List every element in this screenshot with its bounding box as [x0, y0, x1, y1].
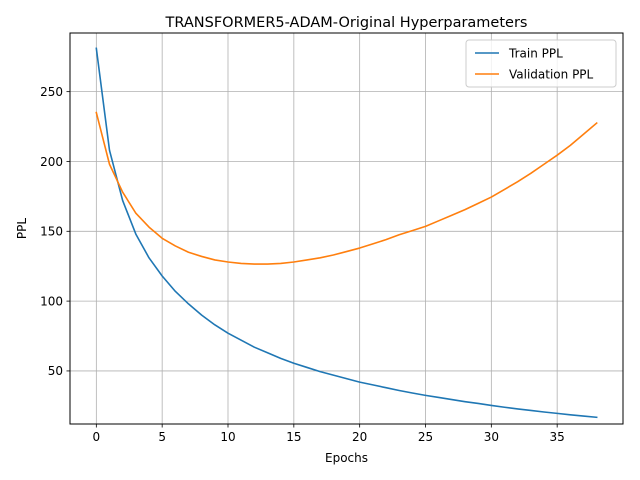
y-tick-label: 200: [40, 155, 63, 169]
legend: Train PPL Validation PPL: [465, 39, 617, 88]
y-axis-label: PPL: [15, 218, 29, 239]
y-tick-label: 100: [40, 294, 63, 308]
legend-box: [465, 39, 617, 88]
series-line-train-ppl: [95, 47, 598, 419]
grid-lines: [70, 33, 623, 424]
series-lines: [95, 47, 598, 419]
x-tick-label: 35: [550, 430, 565, 444]
x-tick-label: 5: [158, 430, 166, 444]
y-tick-label: 250: [40, 85, 63, 99]
x-tick-label: 30: [484, 430, 499, 444]
series-line-validation-ppl: [95, 111, 598, 265]
x-tick-label: 10: [220, 430, 235, 444]
x-tick-label: 15: [286, 430, 301, 444]
chart-title: TRANSFORMER5-ADAM-Original Hyperparamete…: [165, 15, 528, 31]
axis-ticks: 0 5 10 15 20 25 30 35 50 100 150 200 250: [40, 85, 565, 444]
x-tick-label: 20: [352, 430, 367, 444]
plot-frame: [69, 32, 624, 425]
x-tick-label: 25: [418, 430, 433, 444]
legend-label-train-ppl: Train PPL: [508, 46, 563, 60]
y-tick-label: 150: [40, 225, 63, 239]
x-axis-label: Epochs: [325, 451, 368, 465]
x-tick-label: 0: [93, 430, 101, 444]
legend-label-validation-ppl: Validation PPL: [509, 67, 594, 81]
y-tick-label: 50: [48, 364, 63, 378]
